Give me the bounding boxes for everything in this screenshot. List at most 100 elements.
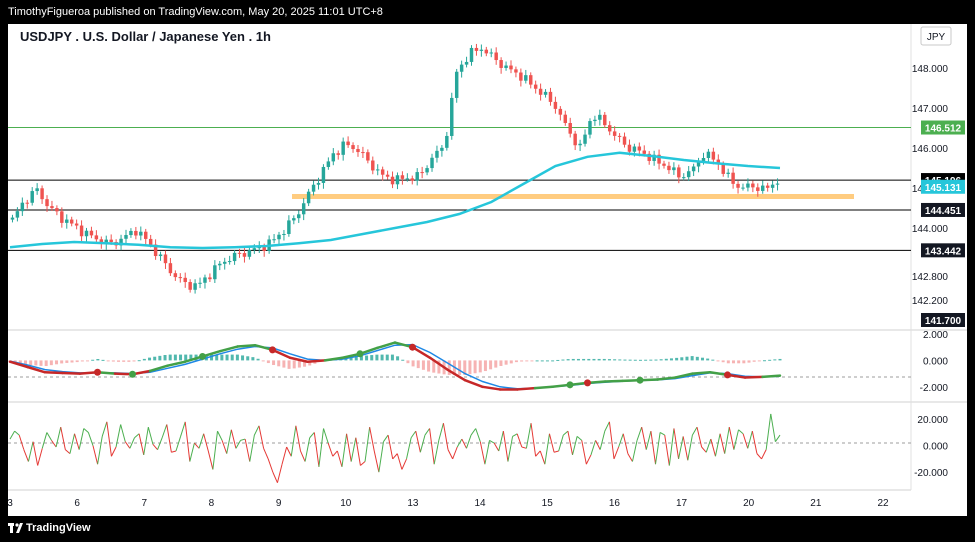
candle-body	[524, 75, 528, 81]
macd-hist-bar	[375, 354, 379, 361]
osc-line-segment	[544, 433, 550, 465]
candle-body	[696, 161, 701, 167]
candle-body	[40, 188, 44, 200]
candle-body	[588, 121, 592, 135]
osc-line-segment	[516, 433, 523, 448]
level-badge	[921, 202, 965, 217]
brand-name: TradingView	[26, 522, 91, 534]
macd-hist-bar	[241, 355, 245, 361]
macd-line-segment	[323, 356, 344, 362]
macd-hist-bar	[473, 360, 477, 374]
candle-body	[543, 91, 548, 95]
osc-line-segment	[724, 427, 730, 454]
macd-hist-bar	[742, 360, 746, 364]
ema-line	[9, 151, 781, 250]
osc-line-segment	[207, 450, 214, 470]
osc-line-segment	[309, 432, 315, 439]
osc-line-segment	[608, 421, 615, 459]
osc-line-segment	[286, 446, 292, 457]
candle-body	[20, 202, 25, 212]
osc-line-segment	[581, 440, 587, 465]
osc-line-segment	[419, 434, 426, 453]
candle-body	[563, 114, 568, 124]
price-tick-label: 148.000	[912, 64, 949, 75]
candle-body	[741, 187, 745, 189]
macd-cross-up-dot	[199, 352, 206, 360]
candle-body	[395, 175, 400, 185]
osc-line-segment	[433, 440, 440, 465]
osc-line-segment	[475, 428, 481, 442]
macd-line-segment	[236, 343, 257, 348]
osc-line-segment	[194, 442, 200, 449]
price-tick-label: 147.000	[912, 104, 949, 115]
macd-hist-bar	[411, 360, 415, 367]
osc-line-segment	[175, 436, 182, 452]
tradingview-logo-icon	[8, 523, 23, 533]
macd-hist-bar	[251, 357, 255, 361]
candle-body	[494, 52, 498, 61]
osc-line-segment	[613, 446, 620, 460]
osc-line-segment	[465, 434, 472, 449]
macd-hist-bar	[101, 359, 105, 361]
osc-line-segment	[576, 436, 583, 441]
osc-tick-label: 20.000	[917, 415, 948, 426]
macd-hist-bar	[148, 357, 152, 361]
osc-line-segment	[728, 427, 735, 450]
candle-body	[770, 184, 775, 188]
chart-panel[interactable]: USDJPY . U.S. Dollar / Japanese Yen . 1h…	[8, 24, 967, 516]
candle-body	[726, 172, 730, 174]
candle-body	[450, 97, 454, 136]
macd-line-segment	[446, 368, 467, 382]
osc-line-segment	[590, 440, 597, 456]
macd-hist-bar	[235, 354, 239, 361]
candle-body	[30, 191, 34, 203]
osc-line-segment	[341, 433, 348, 467]
candle-body	[731, 172, 735, 184]
macd-cross-up-dot	[636, 376, 644, 384]
osc-line-segment	[678, 436, 684, 460]
osc-line-segment	[539, 450, 546, 465]
osc-line-segment	[447, 449, 454, 460]
osc-line-segment	[484, 440, 491, 465]
time-tick-label: 7	[142, 498, 148, 509]
osc-line-segment	[378, 441, 384, 473]
macd-hist-bar	[168, 354, 172, 361]
candle-body	[637, 146, 642, 151]
osc-line-segment	[655, 432, 661, 465]
osc-line-segment	[87, 432, 94, 446]
chart-canvas[interactable]: USDJPY . U.S. Dollar / Japanese Yen . 1h…	[8, 24, 967, 516]
candle-body	[410, 178, 415, 181]
osc-line-segment	[110, 446, 117, 457]
candle-body	[578, 143, 582, 146]
osc-line-segment	[562, 430, 569, 436]
macd-line-segment	[516, 386, 537, 391]
osc-line-segment	[78, 428, 85, 450]
macd-cross-down-dot	[724, 371, 731, 379]
level-badge-label: 144.451	[925, 206, 962, 217]
macd-hist-bar	[752, 360, 756, 362]
candle-body	[129, 230, 133, 236]
osc-line-segment	[336, 450, 343, 467]
candle-body	[617, 135, 622, 137]
macd-line-segment	[26, 365, 47, 374]
macd-cross-up-dot	[566, 381, 574, 389]
macd-hist-bar	[39, 360, 43, 366]
macd-hist-bar	[111, 360, 115, 362]
osc-line-segment	[189, 442, 195, 462]
macd-hist-bar	[638, 359, 642, 361]
candle-body	[756, 187, 760, 191]
macd-hist-bar	[132, 360, 136, 362]
osc-line-segment	[530, 423, 537, 457]
currency-box[interactable]	[920, 26, 952, 46]
osc-line-segment	[756, 453, 762, 460]
osc-line-segment	[281, 446, 288, 465]
candle-body	[351, 145, 355, 150]
macd-hist-bar	[437, 360, 441, 374]
macd-hist-bar	[628, 359, 632, 361]
macd-line-segment	[376, 341, 397, 350]
osc-line-segment	[701, 446, 707, 453]
osc-line-segment	[438, 423, 444, 441]
macd-hist-bar	[210, 354, 214, 361]
candle-body	[736, 183, 740, 188]
time-tick-label: 22	[877, 498, 889, 509]
